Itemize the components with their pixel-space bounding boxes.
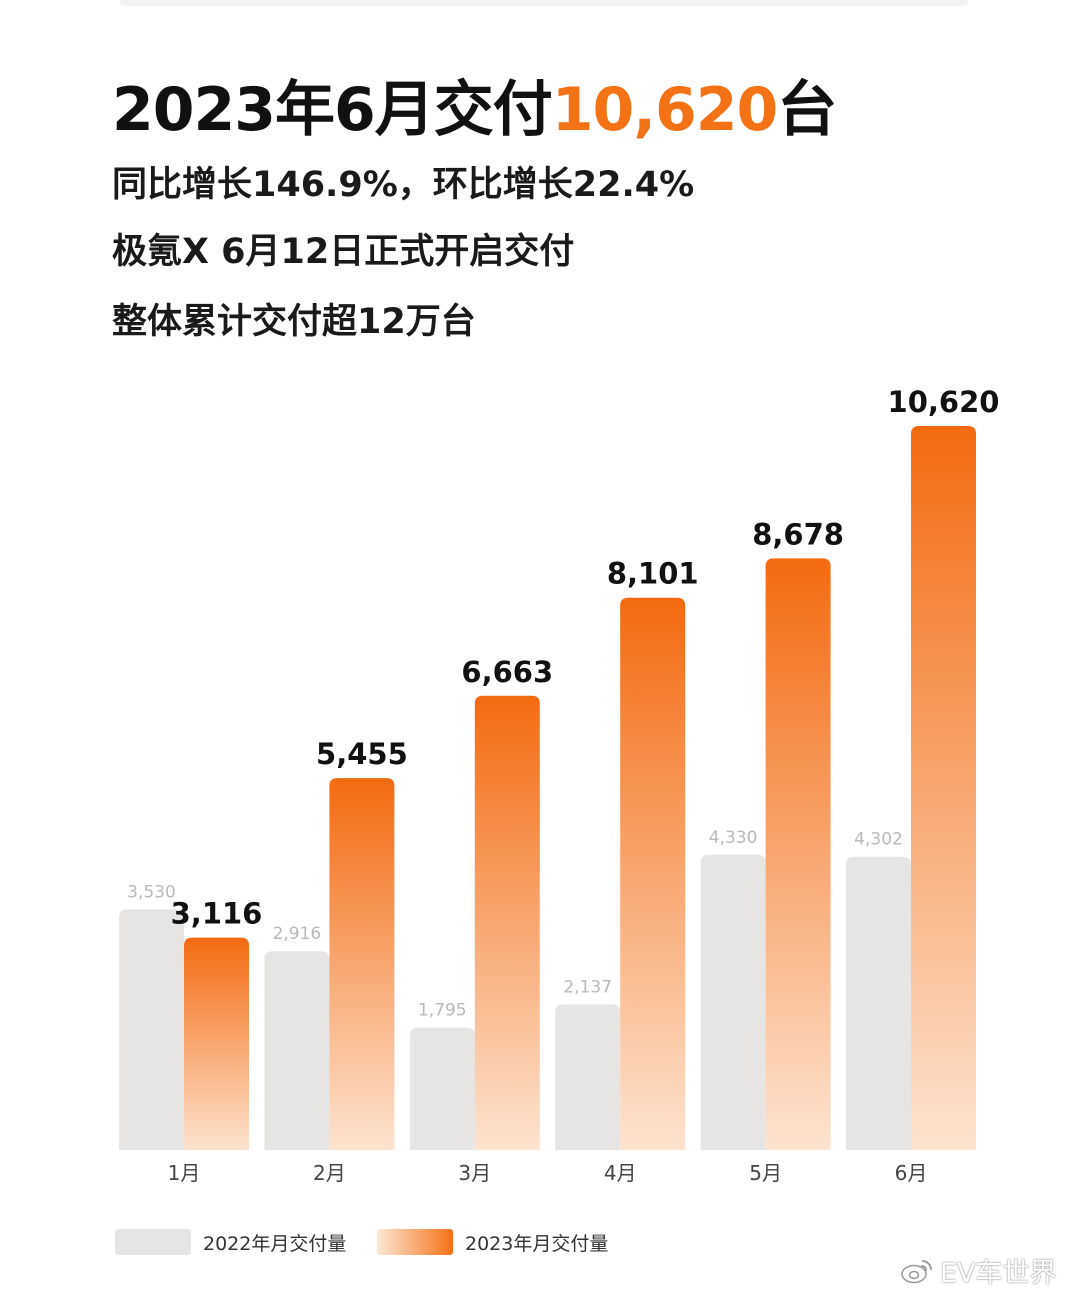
watermark-text: EV车世界 (940, 1258, 1057, 1289)
value-label-2022-3: 1,795 (418, 1001, 467, 1021)
value-label-2022-4: 2,137 (563, 977, 612, 997)
subtitle-growth: 同比增长146.9%，环比增长22.4% (112, 165, 695, 205)
legend-item-2023: 2023年月交付量 (377, 1229, 608, 1255)
x-axis-labels: 1月 2月 3月 4月 5月 6月 (168, 1161, 928, 1185)
x-tick-label-2: 2月 (313, 1161, 346, 1185)
value-label-2023-4: 8,101 (607, 557, 699, 591)
value-label-2022-6: 4,302 (854, 830, 903, 850)
headline-highlight: 10,620 (551, 75, 779, 145)
series-2022-bars (119, 854, 911, 1150)
bar-2022-4 (555, 1004, 621, 1150)
bar-2022-2 (264, 951, 330, 1150)
headline-prefix: 2023年6月交付 (112, 75, 553, 145)
bar-2023-2 (329, 778, 395, 1150)
bar-2023-1 (184, 937, 249, 1150)
x-tick-label-6: 6月 (895, 1161, 928, 1185)
value-label-2022-1: 3,530 (127, 882, 176, 902)
value-label-2022-2: 2,916 (273, 924, 322, 944)
bar-2023-5 (765, 558, 831, 1150)
legend-label-2022: 2022年月交付量 (203, 1232, 347, 1255)
value-label-2023-5: 8,678 (752, 517, 844, 551)
bar-2022-5 (700, 854, 766, 1150)
weibo-icon (901, 1259, 932, 1283)
top-strip (120, 0, 968, 6)
legend-label-2023: 2023年月交付量 (465, 1232, 609, 1255)
legend-swatch-2022 (115, 1229, 191, 1255)
value-label-2023-3: 6,663 (461, 655, 553, 689)
x-tick-label-4: 4月 (604, 1161, 637, 1185)
bar-2023-4 (620, 597, 686, 1150)
value-label-2022-5: 4,330 (709, 828, 758, 848)
legend-swatch-2023 (377, 1229, 453, 1255)
subtitle-cumulative: 整体累计交付超12万台 (112, 302, 476, 342)
bar-2022-3 (409, 1027, 475, 1150)
x-tick-label-5: 5月 (749, 1161, 782, 1185)
bar-2022-1 (119, 909, 184, 1150)
watermark: EV车世界 (900, 1251, 1057, 1290)
bar-2023-6 (911, 426, 976, 1150)
bar-2023-3 (474, 695, 540, 1150)
subtitle-zeekr-x: 极氪X 6月12日正式开启交付 (112, 232, 575, 272)
x-tick-label-3: 3月 (458, 1161, 491, 1185)
headline-suffix: 台 (777, 75, 837, 145)
headline: 2023年6月交付10,620台 (112, 66, 837, 154)
x-tick-label-1: 1月 (168, 1161, 201, 1185)
value-label-2023-6: 10,620 (888, 385, 1000, 419)
legend-item-2022: 2022年月交付量 (115, 1229, 346, 1255)
value-label-2023-2: 5,455 (316, 737, 408, 771)
series-2023-bars (184, 426, 976, 1150)
value-label-2023-1: 3,116 (171, 897, 263, 931)
bar-2022-6 (846, 856, 911, 1150)
